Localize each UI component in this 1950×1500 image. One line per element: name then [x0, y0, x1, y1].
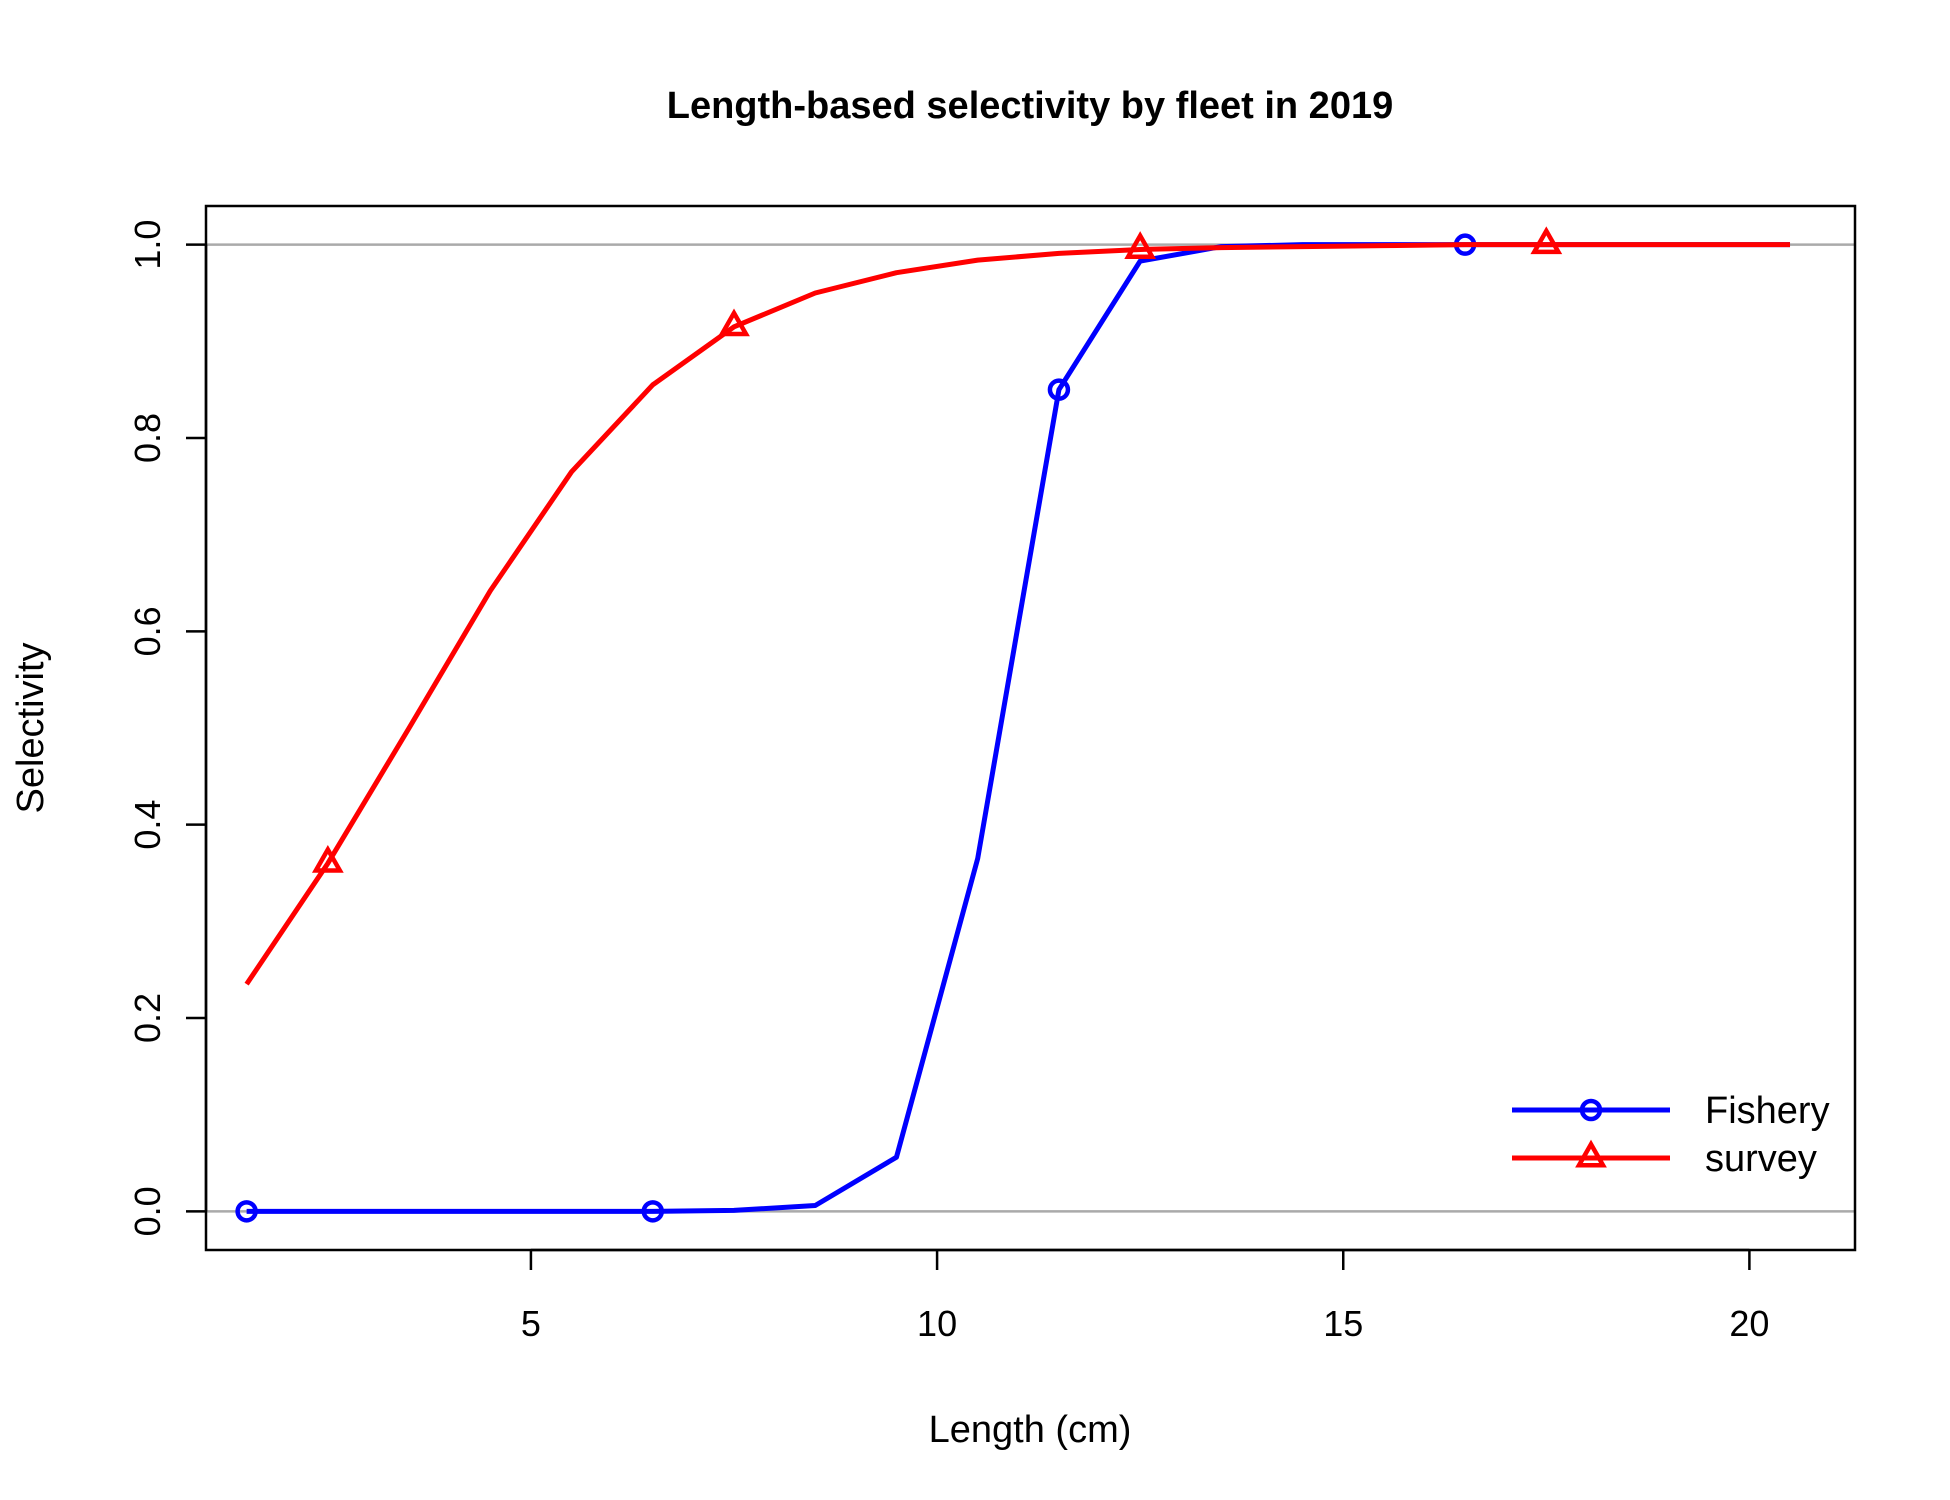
point-fishery-0 [235, 1200, 258, 1223]
series-survey [244, 226, 1791, 986]
point-fishery-2 [1047, 378, 1071, 401]
series-fishery [235, 233, 1791, 1223]
x-axis-label: Length (cm) [929, 1409, 1132, 1451]
legend-label-survey: survey [1705, 1138, 1817, 1180]
point-survey-3 [1530, 226, 1563, 255]
x-tick-label-2: 15 [1323, 1303, 1363, 1344]
plot-frame [204, 204, 1857, 1252]
point-survey-1 [718, 308, 750, 337]
series-line-fishery [246, 242, 1791, 1214]
legend-marker-fishery [1579, 1098, 1603, 1122]
chart-title: Length-based selectivity by fleet in 201… [667, 85, 1393, 127]
legend: Fishery survey [1512, 1090, 1830, 1180]
x-axis: 5 10 15 20 [521, 1248, 1769, 1344]
point-survey-0 [311, 844, 344, 873]
legend-marker-survey [1575, 1139, 1607, 1168]
reference-lines [206, 243, 1855, 1213]
series-line-survey [244, 242, 1791, 986]
y-tick-label-5: 1.0 [127, 220, 168, 270]
x-tick-label-0: 5 [521, 1303, 541, 1344]
y-tick-label-3: 0.6 [127, 606, 168, 656]
point-survey-2 [1124, 231, 1157, 259]
y-tick-label-0: 0.0 [127, 1186, 168, 1236]
legend-label-fishery: Fishery [1705, 1090, 1830, 1132]
point-fishery-1 [641, 1200, 665, 1223]
y-tick-label-4: 0.8 [127, 413, 168, 463]
y-axis: 0.0 0.2 0.4 0.6 0.8 1.0 [127, 220, 208, 1236]
y-axis-label: Selectivity [10, 642, 52, 813]
x-tick-label-1: 10 [917, 1303, 957, 1344]
y-tick-label-1: 0.2 [127, 993, 168, 1043]
x-tick-label-3: 20 [1729, 1303, 1769, 1344]
series-layer [235, 226, 1791, 1223]
y-tick-label-2: 0.4 [127, 800, 168, 850]
